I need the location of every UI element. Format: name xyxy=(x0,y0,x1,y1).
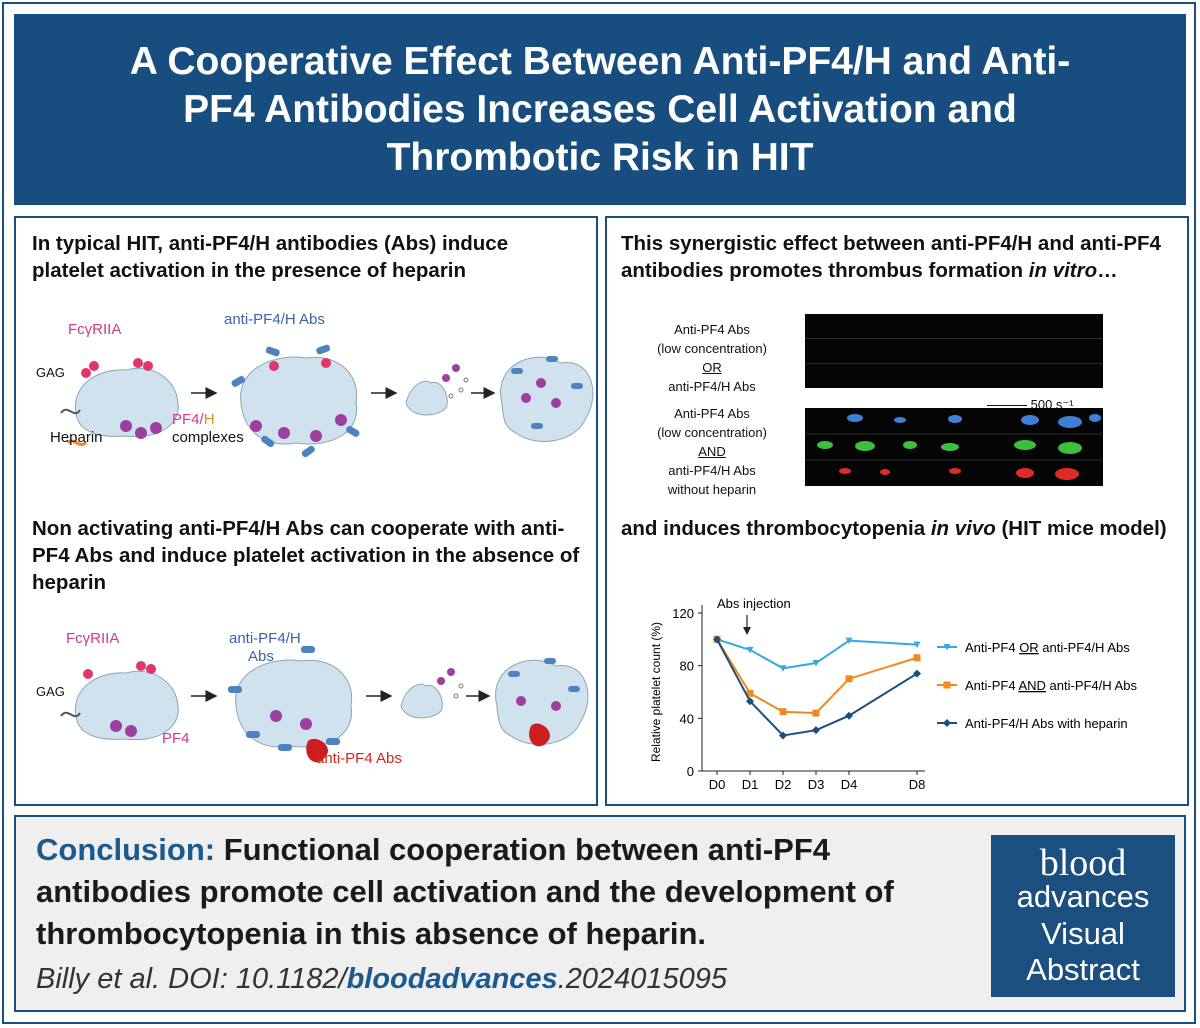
legend-label-2: Anti-PF4 AND anti-PF4/H Abs xyxy=(965,678,1137,693)
activated-platelet xyxy=(405,364,469,416)
series-2-point xyxy=(779,708,787,716)
series-1-point xyxy=(779,665,787,672)
series-line-1 xyxy=(716,638,918,670)
panel3-title: Non activating anti-PF4/H Abs can cooper… xyxy=(32,517,580,594)
cell-1 xyxy=(60,358,179,447)
series-2-point xyxy=(845,675,853,683)
series-2-point xyxy=(812,709,820,717)
pf4h-label: PF4/H xyxy=(172,411,215,428)
series-3-point xyxy=(713,635,721,644)
panel1-title: In typical HIT, anti-PF4/H antibodies (A… xyxy=(32,232,509,282)
y-tick-label: 120 xyxy=(672,606,694,621)
anti-pf4h-label-2-line2: Abs xyxy=(248,648,274,665)
series-3-point xyxy=(845,711,853,720)
series-3-point xyxy=(779,731,787,740)
blood-advances-logo: blood advances Visual Abstract xyxy=(991,835,1175,997)
conclusion-text: Conclusion: Functional cooperation betwe… xyxy=(36,832,894,951)
legend-marker-3 xyxy=(943,719,951,727)
x-tick-label: D3 xyxy=(808,777,825,792)
activated-platelet-2 xyxy=(400,668,464,719)
anti-pf4h-label-2-line1: anti-PF4/H xyxy=(229,630,301,647)
citation: Billy et al. DOI: 10.1182/bloodadvances.… xyxy=(36,963,728,995)
platelet-count-chart: 0 40 80 120 D0 D1 D2 D3 D4 D8 Relative platelet co… xyxy=(649,596,1137,792)
panel3-diagram xyxy=(60,646,589,763)
left-panel: In typical HIT, anti-PF4/H antibodies (A… xyxy=(14,216,598,806)
cell-3 xyxy=(60,661,179,741)
series-3-point xyxy=(746,697,754,706)
cell-4-with-antibodies xyxy=(228,646,353,763)
page-title: A Cooperative Effect Between Anti-PF4/H … xyxy=(129,39,1071,179)
title-banner: A Cooperative Effect Between Anti-PF4/H … xyxy=(14,14,1186,205)
microscopy-image-thrombus xyxy=(805,408,1103,486)
y-tick-label: 80 xyxy=(680,659,694,674)
x-tick-label: D2 xyxy=(775,777,792,792)
legend-label-3: Anti-PF4/H Abs with heparin xyxy=(965,716,1128,731)
injection-arrow-head xyxy=(743,627,751,635)
panel4-title: and induces thrombocytopenia in vivo (HI… xyxy=(621,517,1167,540)
series-1-point xyxy=(746,646,754,654)
condition-2: Anti-PF4 Abs (low concentration) AND ant… xyxy=(657,406,767,497)
series-1-point xyxy=(845,637,853,645)
y-tick-label: 0 xyxy=(687,764,694,779)
legend-marker-1 xyxy=(943,644,951,651)
panel1-diagram xyxy=(60,344,594,458)
x-tick-label: D8 xyxy=(909,777,926,792)
gag-label: GAG xyxy=(36,365,65,380)
injection-annotation: Abs injection xyxy=(717,596,791,611)
y-tick-label: 40 xyxy=(680,711,694,726)
complexes-label: complexes xyxy=(172,429,244,446)
cell-2-with-antibodies xyxy=(231,344,360,458)
series-3-point xyxy=(812,726,820,735)
series-2-point xyxy=(746,689,754,697)
x-tick-label: D0 xyxy=(709,777,726,792)
fcgr-label: FcγRIIA xyxy=(68,321,122,338)
anti-pf4-label: anti-PF4 Abs xyxy=(316,750,402,767)
right-panel: This synergistic effect between anti-PF4… xyxy=(605,216,1189,806)
x-tick-label: D1 xyxy=(742,777,759,792)
y-axis-label: Relative platelet count (%) xyxy=(649,622,663,762)
conclusion-box: Conclusion: Functional cooperation betwe… xyxy=(14,815,1186,1012)
panel2-title: This synergistic effect between anti-PF4… xyxy=(621,232,1161,282)
x-tick-label: D4 xyxy=(841,777,858,792)
pf4-label: PF4 xyxy=(162,730,190,747)
gag-label-2: GAG xyxy=(36,684,65,699)
series-1-point xyxy=(913,641,921,649)
platelet-aggregate xyxy=(500,356,594,442)
legend-marker-2 xyxy=(943,681,951,689)
heparin-label: Heparin xyxy=(50,429,103,446)
microscopy-image-control xyxy=(805,314,1103,388)
series-2-point xyxy=(913,654,921,662)
condition-1: Anti-PF4 Abs (low concentration) OR anti… xyxy=(657,322,767,394)
series-3-point xyxy=(913,669,921,678)
series-line-2 xyxy=(716,638,918,715)
platelet-aggregate-2 xyxy=(495,658,589,747)
anti-pf4h-label: anti-PF4/H Abs xyxy=(224,311,325,328)
legend-label-1: Anti-PF4 OR anti-PF4/H Abs xyxy=(965,640,1130,655)
series-line-3 xyxy=(716,638,918,737)
fcgr-label-2: FcγRIIA xyxy=(66,630,120,647)
series-1-point xyxy=(812,660,820,667)
